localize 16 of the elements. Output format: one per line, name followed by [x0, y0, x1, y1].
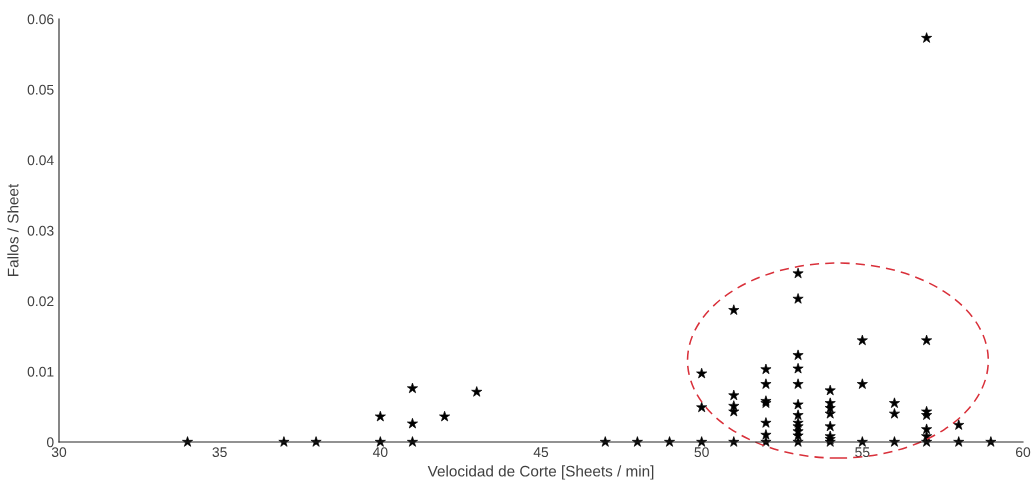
y-tick-label: 0.06: [27, 14, 54, 25]
x-tick-label: 35: [212, 447, 227, 458]
x-tick-label: 60: [1015, 447, 1031, 458]
x-tick-label: 40: [372, 447, 388, 458]
y-tick-label: 0.04: [27, 155, 54, 166]
y-tick-label: 0: [46, 437, 54, 448]
x-axis-title: Velocidad de Corte [Sheets / min]: [427, 465, 654, 480]
x-tick-label: 55: [855, 447, 870, 458]
x-tick-label: 50: [694, 447, 709, 458]
y-tick-label: 0.05: [27, 84, 54, 95]
y-axis-title: Fallos / Sheet: [7, 183, 19, 276]
x-tick-label: 30: [51, 447, 67, 458]
x-tick-label: 45: [533, 447, 549, 458]
y-tick-label: 0.03: [27, 225, 54, 236]
y-tick-label: 0.01: [27, 366, 54, 377]
y-tick-label: 0.02: [27, 296, 54, 307]
